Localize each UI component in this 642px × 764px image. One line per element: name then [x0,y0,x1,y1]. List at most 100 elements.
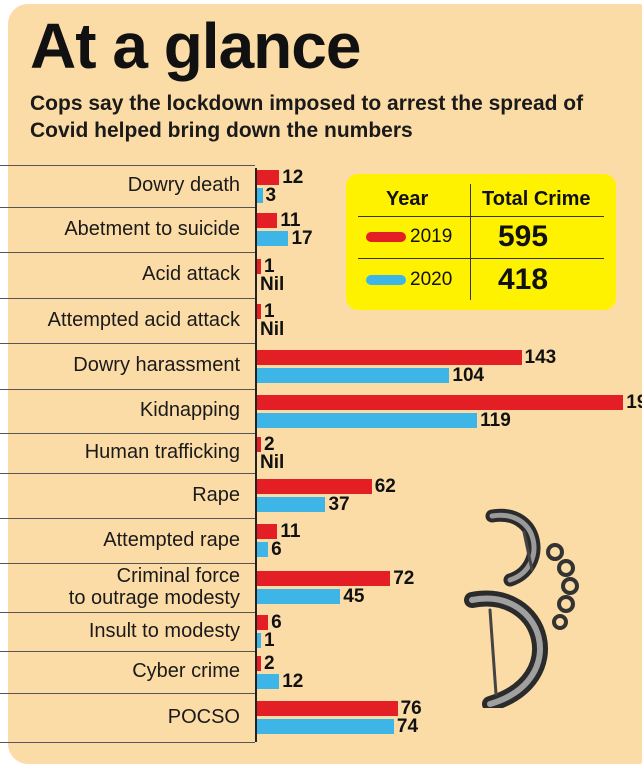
bar-2020 [257,412,478,428]
bar-2019 [257,615,269,630]
legend-year-2020: 2020 [410,269,453,290]
bar-2020 [257,497,326,512]
value-label-2019: 1 [264,255,275,277]
row-separator [0,693,255,694]
row-separator [0,651,255,652]
legend-total-2019: 595 [498,220,549,253]
chart-axis [255,168,257,742]
value-label-2020: 37 [328,494,350,515]
category-label-line: Rape [192,483,240,506]
page-subtitle: Cops say the lockdown imposed to arrest … [30,92,584,142]
value-label-2020: 74 [396,716,419,737]
bar-2019 [257,304,261,319]
category-label: Insult to modesty [0,620,240,642]
bar-2019 [257,655,261,671]
legend-swatch-2019 [366,232,406,242]
category-label: Attempted acid attack [0,309,240,331]
row-separator [0,252,255,253]
bar-2020 [257,187,263,203]
category-label: Acid attack [0,263,240,285]
bar-2019 [257,349,522,365]
value-label-2019: 11 [280,521,301,542]
category-label: POCSO [0,706,240,728]
category-label-line: Attempted rape [103,528,240,551]
value-label-2019: 72 [393,568,415,589]
category-label: Cyber crime [0,660,240,682]
legend-divider [358,216,604,217]
category-label: Kidnapping [0,399,240,421]
bar-2019 [257,479,372,494]
category-label-line: Attempted acid attack [47,308,240,331]
page-title: At a glance [30,10,361,82]
category-label: Dowry death [0,174,240,196]
category-label: Criminal force to outrage modesty [0,565,240,609]
category-label-line: Dowry death [127,174,240,196]
row-separator [0,563,255,564]
bar-2019 [257,394,624,410]
value-label-2020: Nil [260,319,285,340]
category-label-line: Cyber crime [132,660,240,682]
bar-2020 [257,231,289,246]
legend-box: Year Total Crime 2019 595 2020 418 [346,174,616,310]
value-label-2020: Nil [260,451,285,473]
value-label-2020: 6 [271,539,282,560]
value-label-2019: 6 [271,612,282,633]
bar-2019 [257,701,398,716]
bar-2020 [257,542,269,557]
value-label-2019: 1 [264,301,275,322]
legend-total-header: Total Crime [482,188,591,210]
category-label-line: POCSO [167,705,240,728]
value-label-2020: 119 [480,409,511,431]
bar-2020 [257,673,280,689]
value-label-2019: 2 [264,433,275,455]
row-separator [0,389,255,390]
value-label-2019: 143 [524,346,557,368]
value-label-2020: 12 [282,670,304,692]
bar-2019 [257,436,261,452]
row-separator [0,207,255,208]
category-label-line: Insult to modesty [88,619,240,642]
bar-2020 [257,633,261,648]
category-label: Human trafficking [0,441,240,463]
bar-2020 [257,719,394,734]
category-label: Attempted rape [0,529,240,551]
value-label-2019: 62 [374,476,396,497]
legend-total-2020: 418 [498,263,549,296]
value-label-2020: 17 [291,228,313,249]
legend-year-header: Year [386,188,429,210]
row-separator [0,343,255,344]
value-label-2020: 45 [343,586,365,607]
category-label-line: Acid attack [142,263,240,285]
row-separator [0,518,255,519]
value-label-2019: 11 [280,210,301,231]
value-label-2020: 104 [452,364,485,386]
category-label-line: Abetment to suicide [64,217,240,240]
bar-2019 [257,524,278,539]
category-label-line: Human trafficking [84,441,240,463]
value-label-2019: 12 [282,166,304,188]
legend-swatch-2020 [366,275,406,285]
value-label-2020: Nil [260,273,285,295]
handcuffs-icon [464,508,579,708]
category-label-line: Criminal force [116,564,240,587]
bar-2019 [257,258,261,274]
category-label: Abetment to suicide [0,218,240,240]
legend-year-2019: 2019 [410,226,453,247]
category-label: Rape [0,484,240,506]
row-separator [0,298,255,299]
bar-2019 [257,571,391,586]
row-separator [0,165,255,166]
value-label-2019: 198 [626,391,642,413]
row-separator [0,473,255,474]
category-label-line: Kidnapping [139,399,240,421]
bar-2020 [257,589,341,604]
row-separator [0,612,255,613]
row-separator [0,742,255,743]
category-label-line: Dowry harassment [73,354,240,376]
bar-2019 [257,169,280,185]
value-label-2020: 1 [264,630,275,651]
category-label: Dowry harassment [0,354,240,376]
category-label-line: to outrage modesty [68,586,240,609]
bar-2019 [257,213,278,228]
value-label-2019: 2 [264,652,275,674]
